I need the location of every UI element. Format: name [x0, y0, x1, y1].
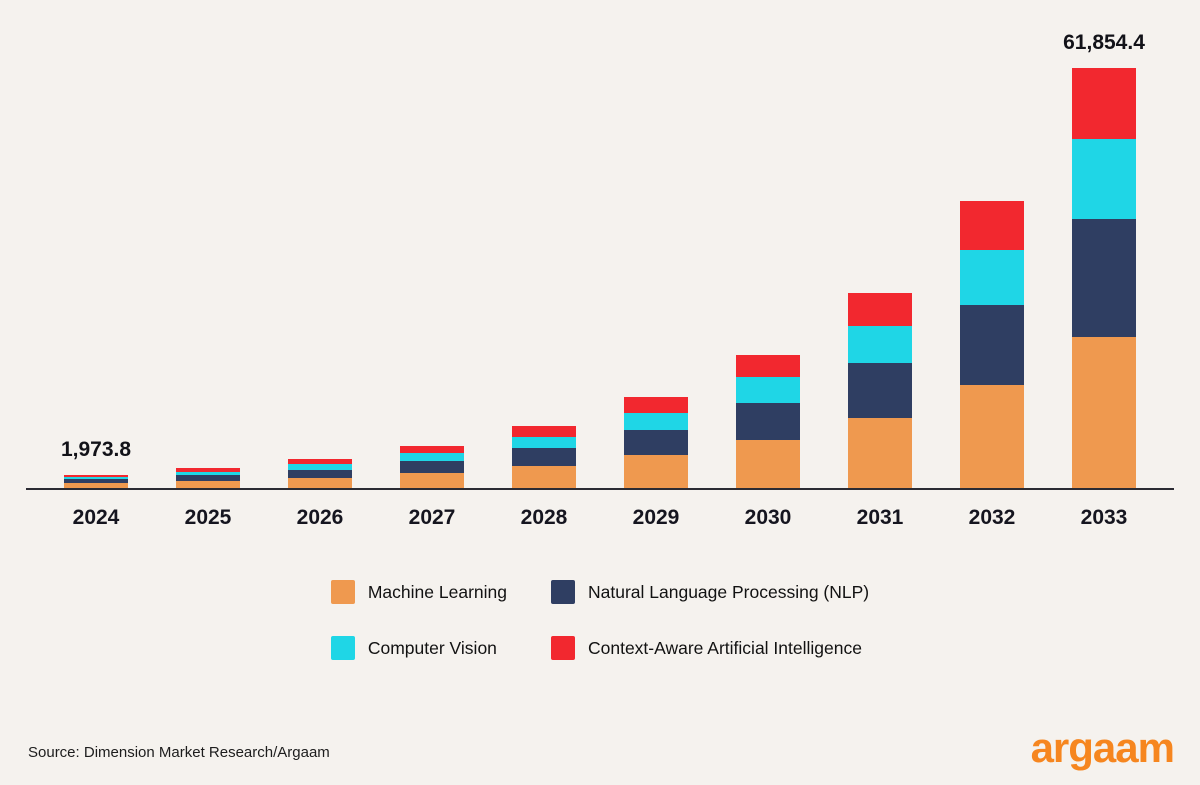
bar-segment-natural-language-processing-nlp [624, 429, 688, 456]
x-axis-label-2030: 2030 [744, 506, 792, 529]
bar-segment-natural-language-processing-nlp [512, 448, 576, 466]
bar-segment-computer-vision [176, 471, 240, 476]
chart-area: 1,973.8 61,854.4 2024 2025 2026 2027 2028 2029… [26, 28, 1174, 660]
x-axis-label-2028: 2028 [520, 506, 568, 529]
bar-2029 [624, 397, 688, 488]
legend-label-machine-learning: Machine Learning [367, 581, 507, 602]
bar-2031 [848, 292, 912, 488]
bar-segment-context-aware-artificial-intelligence [1072, 68, 1136, 140]
legend-item-context-aware-artificial-intelligence: Context-Aware Artificial Intelligence [550, 636, 869, 660]
bar-segment-computer-vision [736, 377, 800, 403]
bar-segment-computer-vision [960, 250, 1024, 305]
legend-item-computer-vision: Computer Vision [330, 636, 507, 660]
bar-2027 [400, 445, 464, 488]
legend-label-context-aware-artificial-intelligence: Context-Aware Artificial Intelligence [587, 637, 862, 658]
legend-swatch-context-aware-artificial-intelligence [550, 636, 575, 660]
bar-segment-computer-vision [848, 325, 912, 363]
bar-segment-machine-learning [960, 384, 1024, 488]
legend-item-machine-learning: Machine Learning [330, 580, 507, 604]
bar-column-2025 [152, 28, 264, 488]
bar-segment-natural-language-processing-nlp [400, 460, 464, 473]
bar-segment-context-aware-artificial-intelligence [288, 459, 352, 465]
bar-2026 [288, 459, 352, 488]
bar-segment-machine-learning [624, 455, 688, 488]
bar-column-2024: 1,973.8 [40, 28, 152, 488]
bar-segment-computer-vision [1072, 139, 1136, 220]
bar-segment-context-aware-artificial-intelligence [848, 292, 912, 326]
bar-segment-machine-learning [512, 465, 576, 488]
bar-segment-machine-learning [1072, 336, 1136, 488]
x-axis-label-2024: 2024 [72, 506, 120, 529]
x-axis-label-2031: 2031 [856, 506, 904, 529]
bar-segment-natural-language-processing-nlp [736, 402, 800, 441]
bar-segment-context-aware-artificial-intelligence [176, 468, 240, 472]
bar-segment-natural-language-processing-nlp [176, 475, 240, 481]
bar-column-2026 [264, 28, 376, 488]
bar-column-2032 [936, 28, 1048, 488]
bar-segment-computer-vision [400, 452, 464, 461]
x-axis-label-2029: 2029 [632, 506, 680, 529]
legend-swatch-computer-vision [330, 636, 355, 660]
bar-segment-computer-vision [512, 436, 576, 449]
bar-segment-machine-learning [400, 472, 464, 488]
bar-segment-context-aware-artificial-intelligence [400, 445, 464, 453]
bar-segment-natural-language-processing-nlp [288, 469, 352, 478]
bar-segment-natural-language-processing-nlp [1072, 219, 1136, 337]
bar-value-label-2024: 1,973.8 [60, 437, 132, 461]
bar-column-2027 [376, 28, 488, 488]
argaam-logo: argaam [1030, 724, 1175, 771]
bar-2028 [512, 426, 576, 488]
bar-2024 [64, 474, 128, 488]
legend-item-natural-language-processing-nlp: Natural Language Processing (NLP) [550, 580, 870, 604]
bar-segment-machine-learning [848, 417, 912, 488]
bar-segment-context-aware-artificial-intelligence [512, 426, 576, 437]
bar-value-label-2033: 61,854.4 [1063, 31, 1145, 55]
bar-segment-context-aware-artificial-intelligence [736, 354, 800, 378]
x-axis-labels: 2024 2025 2026 2027 2028 2029 2030 2031 2032 2033 [26, 506, 1174, 530]
source-text: Source: Dimension Market Research/Argaam [28, 744, 330, 761]
bar-segment-context-aware-artificial-intelligence [624, 397, 688, 413]
bar-2025 [176, 468, 240, 488]
bar-segment-computer-vision [624, 412, 688, 430]
bar-segment-computer-vision [64, 476, 128, 480]
legend: Machine Learning Natural Language Process… [330, 580, 870, 660]
x-axis-label-2026: 2026 [296, 506, 344, 529]
x-axis-label-2033: 2033 [1080, 506, 1128, 529]
bar-column-2033: 61,854.4 [1048, 28, 1160, 488]
bar-segment-machine-learning [736, 440, 800, 488]
bar-column-2030 [712, 28, 824, 488]
legend-swatch-natural-language-processing-nlp [550, 580, 575, 604]
bar-2033 [1072, 68, 1136, 488]
bar-column-2028 [488, 28, 600, 488]
bar-segment-natural-language-processing-nlp [848, 362, 912, 418]
bar-segment-context-aware-artificial-intelligence [960, 201, 1024, 251]
bar-segment-computer-vision [288, 464, 352, 470]
legend-swatch-machine-learning [330, 580, 355, 604]
x-axis-label-2025: 2025 [184, 506, 232, 529]
bars-row: 1,973.8 61,854.4 [26, 28, 1174, 490]
legend-label-computer-vision: Computer Vision [367, 637, 497, 658]
x-axis-label-2032: 2032 [968, 506, 1016, 529]
bar-2030 [736, 354, 800, 488]
bar-segment-machine-learning [176, 480, 240, 488]
bar-2032 [960, 201, 1024, 488]
bar-segment-natural-language-processing-nlp [64, 479, 128, 484]
bar-segment-machine-learning [288, 477, 352, 488]
bar-segment-machine-learning [64, 483, 128, 488]
legend-label-natural-language-processing-nlp: Natural Language Processing (NLP) [587, 581, 870, 602]
bar-segment-natural-language-processing-nlp [960, 304, 1024, 385]
bar-column-2031 [824, 28, 936, 488]
bar-segment-context-aware-artificial-intelligence [64, 474, 128, 477]
bar-column-2029 [600, 28, 712, 488]
x-axis-label-2027: 2027 [408, 506, 456, 529]
